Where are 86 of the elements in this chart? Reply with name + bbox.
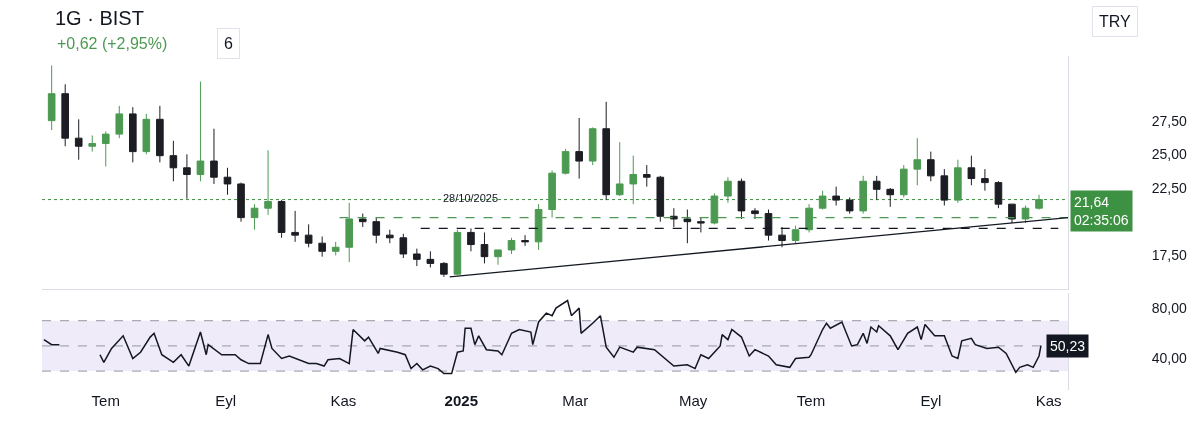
- text: TRY: [1099, 13, 1132, 30]
- candlestick: [683, 209, 692, 244]
- candlestick: [413, 248, 421, 267]
- candlestick: [561, 148, 570, 176]
- candlestick: [291, 210, 299, 243]
- candlestick: [61, 83, 69, 147]
- candlestick: [751, 207, 759, 220]
- candlestick: [142, 113, 151, 155]
- candlestick: [1035, 194, 1043, 211]
- candlestick: [994, 180, 1003, 209]
- candlestick: [737, 178, 746, 220]
- candlestick: [74, 118, 83, 161]
- candlestick: [115, 105, 124, 139]
- candlestick: [899, 164, 908, 198]
- candlestick: [981, 168, 989, 192]
- text: 6: [224, 35, 233, 52]
- x-tick-label: May: [678, 392, 708, 409]
- candlestick: [88, 134, 97, 153]
- candlestick: [791, 225, 800, 244]
- candlestick: [358, 213, 367, 228]
- candlestick: [656, 175, 665, 223]
- candlestick: [129, 106, 137, 163]
- candlestick: [250, 203, 259, 231]
- candlestick: [521, 234, 529, 247]
- candlestick: [913, 137, 922, 186]
- candlestick: [223, 167, 232, 196]
- candlestick: [494, 249, 502, 266]
- y-tick-label: 40,00: [1151, 350, 1188, 367]
- candlestick: [237, 182, 245, 223]
- candlestick: [480, 231, 489, 264]
- candlestick: [101, 130, 110, 167]
- candlestick: [440, 261, 448, 278]
- candlestick: [940, 168, 949, 206]
- candlestick: [832, 186, 840, 206]
- candlestick: [453, 229, 462, 277]
- candlestick: [507, 237, 516, 255]
- candlestick: [318, 235, 326, 258]
- x-tick-label: 2025: [444, 392, 478, 409]
- candlestick: [954, 159, 962, 204]
- candlestick: [264, 149, 272, 216]
- candlestick: [886, 187, 895, 208]
- y-tick-label: 27,50: [1151, 112, 1188, 129]
- x-tick-label: Kas: [330, 392, 357, 409]
- candlestick: [196, 81, 205, 182]
- data-label: 50,23: [1050, 338, 1086, 354]
- candlestick: [575, 117, 583, 180]
- candlestick: [548, 169, 556, 219]
- candlestick: [210, 128, 218, 185]
- candlestick: [629, 155, 638, 205]
- candlestick: [872, 175, 881, 201]
- candlestick: [426, 250, 435, 268]
- ref-line-label: 21,64 02:35:06: [1074, 194, 1129, 229]
- annotation: 28/10/2025: [443, 192, 499, 204]
- candlestick: [156, 105, 164, 163]
- candlestick: [467, 227, 475, 252]
- candlestick: [927, 151, 935, 182]
- x-tick-label: Mar: [562, 392, 589, 409]
- candlestick: [615, 141, 624, 197]
- candlestick: [602, 101, 611, 201]
- candlestick: [399, 233, 408, 259]
- x-tick-label: Kas: [1035, 392, 1062, 409]
- x-tick-label: Eyl: [920, 392, 942, 409]
- candlestick: [304, 223, 313, 248]
- candlestick: [724, 176, 732, 204]
- x-tick-label: Tem: [796, 392, 826, 409]
- chart-subtitle: +0,62 (+2,95%): [57, 35, 168, 52]
- candlestick: [642, 164, 651, 188]
- candlestick: [183, 153, 191, 200]
- candlestick: [818, 190, 827, 211]
- candlestick: [277, 199, 286, 239]
- candlestick: [588, 126, 597, 166]
- x-tick-label: Eyl: [215, 392, 236, 409]
- candlestick: [169, 140, 178, 182]
- y-tick-label: 22,50: [1151, 179, 1188, 196]
- candlestick: [331, 241, 340, 256]
- candlestick: [385, 229, 394, 244]
- chart-title: 1G · BIST: [55, 7, 144, 29]
- candlestick: [859, 175, 867, 215]
- y-tick-label: 25,00: [1151, 146, 1188, 163]
- x-tick-label: Tem: [91, 392, 120, 409]
- candlestick: [967, 155, 976, 186]
- y-tick-label: 17,50: [1151, 247, 1188, 264]
- candlestick: [845, 196, 854, 215]
- candlestick: [372, 217, 381, 244]
- candlestick: [47, 64, 56, 131]
- y-tick-label: 80,00: [1151, 300, 1188, 317]
